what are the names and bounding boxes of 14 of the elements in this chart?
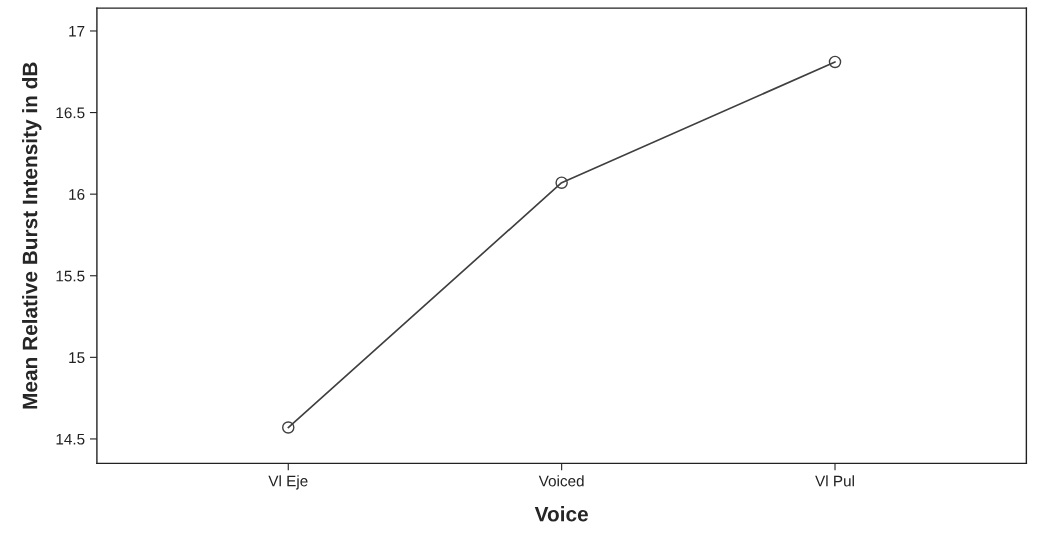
y-tick-label: 16.5 — [56, 107, 85, 119]
y-tick-label: 14.5 — [56, 433, 85, 445]
y-axis-title: Mean Relative Burst Intensity in dB — [22, 62, 42, 409]
y-tick-label: 15.5 — [56, 270, 85, 282]
x-tick-label: Voiced — [538, 475, 584, 487]
y-tick-label: 16 — [69, 189, 85, 200]
x-tick-label: Vl Pul — [815, 475, 854, 487]
x-tick-label: Vl Eje — [268, 475, 308, 490]
point — [282, 421, 295, 434]
point — [828, 55, 842, 69]
x-axis-title: Voice — [534, 506, 588, 522]
y-tick-label: 17 — [69, 26, 85, 37]
y-tick-label: 15 — [69, 352, 85, 364]
point — [555, 176, 568, 189]
